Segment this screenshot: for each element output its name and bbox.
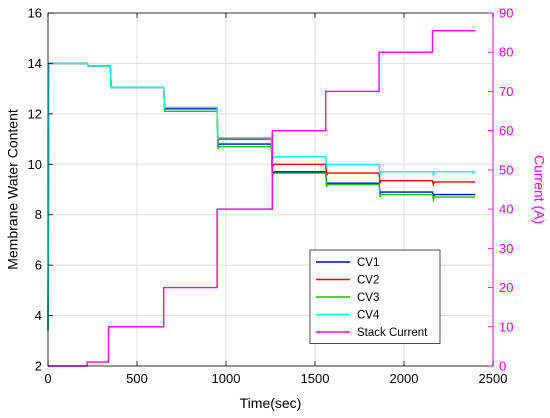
x-tick-label: 1000 [212,371,241,386]
y-right-tick-label: 0 [499,359,506,374]
y-left-tick-label: 6 [35,258,42,273]
y-left-tick-label: 4 [35,308,42,323]
series-layer [47,29,476,367]
y-right-tick-label: 20 [499,280,513,295]
series-line-stack-current [48,29,476,367]
y-right-tick-label: 10 [499,319,513,334]
legend-label-stack-current: Stack Current [357,327,428,339]
y-left-tick-label: 14 [28,56,42,71]
y-right-tick-label: 40 [499,202,513,217]
y-axis-label-left: Membrane Water Content [5,109,21,270]
y-left-tick-label: 2 [35,359,42,374]
y-right-tick-label: 60 [499,123,513,138]
x-axis-label: Time(sec) [240,395,302,411]
y-right-tick-label: 70 [499,84,513,99]
y-right-tick-label: 30 [499,241,513,256]
y-left-tick-label: 8 [35,207,42,222]
y-left-tick-label: 12 [28,106,42,121]
x-tick-label: 0 [44,371,51,386]
x-axis: 0 500 1000 1500 2000 2500 [44,13,507,386]
y-axis-label-right: Current (A) [531,155,547,224]
x-tick-label: 1500 [301,371,330,386]
x-tick-label: 2500 [479,371,508,386]
y-right-tick-label: 90 [499,6,513,21]
y-right-tick-label: 80 [499,45,513,60]
legend: CV1 CV2 CV3 CV4 Stack Current [309,249,441,344]
legend-label-cv1: CV1 [357,257,379,269]
y-right-tick-label: 50 [499,162,513,177]
y-left-tick-label: 16 [28,6,42,21]
y-left-tick-label: 10 [28,157,42,172]
x-tick-label: 500 [126,371,148,386]
legend-label-cv4: CV4 [357,310,380,322]
x-tick-label: 2000 [390,371,419,386]
legend-label-cv3: CV3 [357,292,379,304]
legend-label-cv2: CV2 [357,275,379,287]
right-axis: 0 10 20 30 40 50 60 70 80 90 [488,6,513,374]
left-axis: 2 4 6 8 10 12 14 16 [28,6,53,374]
